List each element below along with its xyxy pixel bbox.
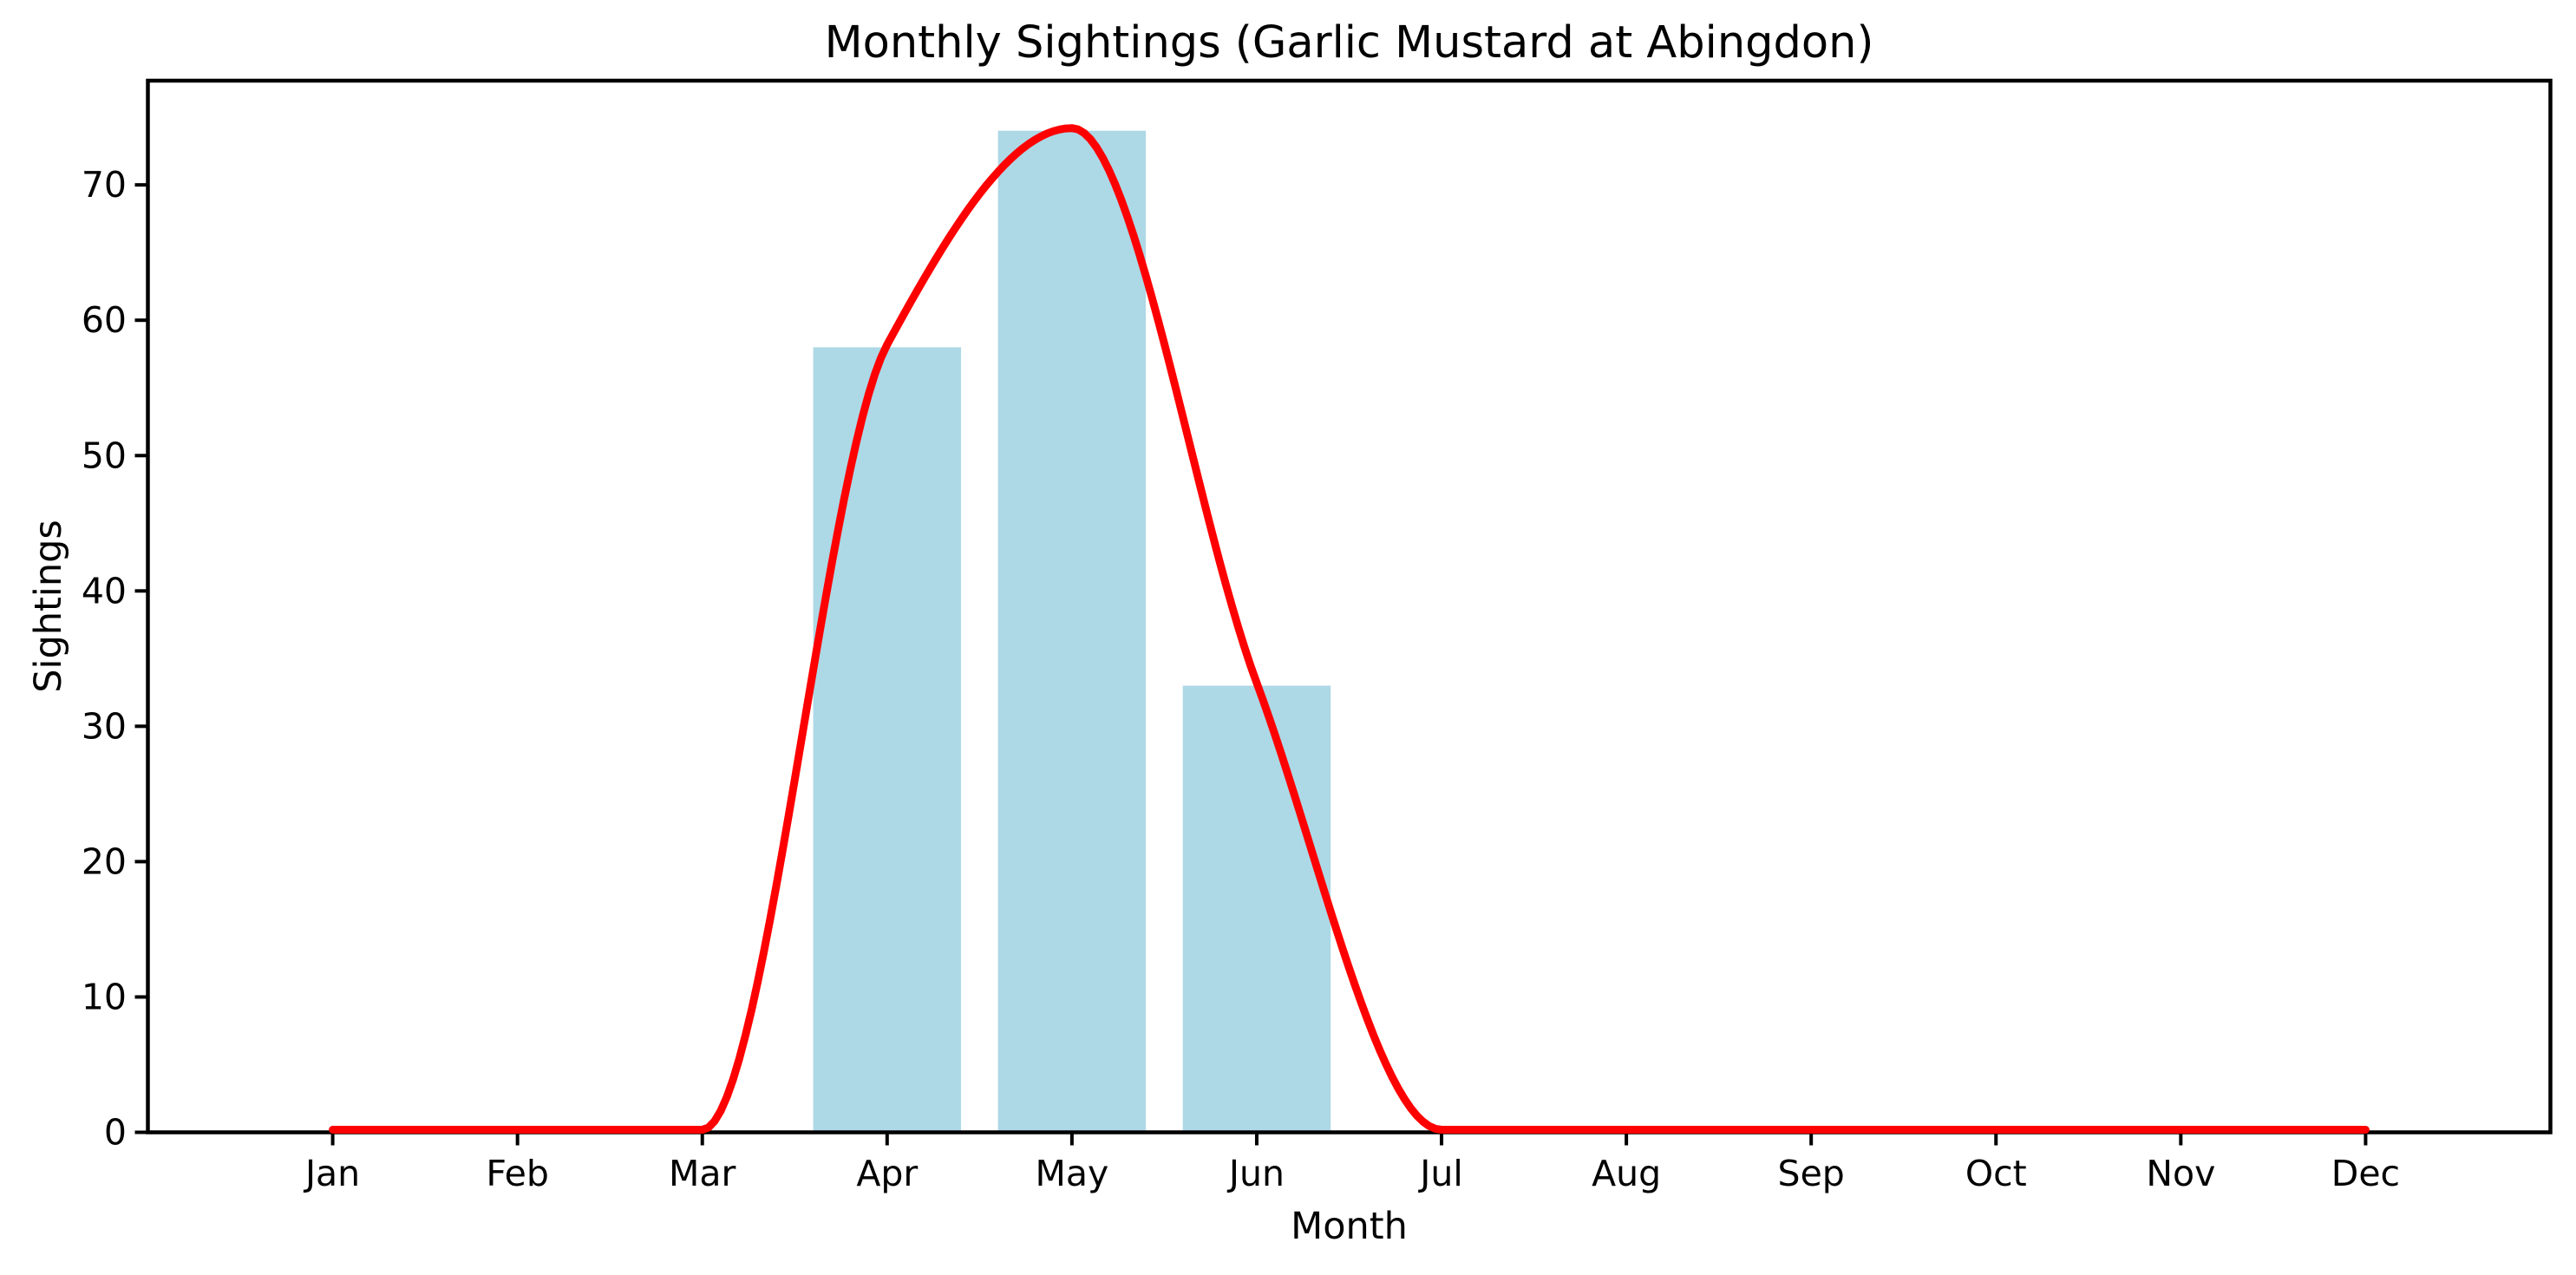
- y-tick-label-50: 50: [82, 435, 127, 476]
- labels-layer: Monthly Sightings (Garlic Mustard at Abi…: [27, 17, 1873, 1248]
- chart-title: Monthly Sightings (Garlic Mustard at Abi…: [825, 17, 1874, 69]
- bars-layer: [813, 130, 1331, 1133]
- x-tick-label-may: May: [1036, 1153, 1109, 1194]
- x-tick-label-dec: Dec: [2331, 1153, 2400, 1194]
- y-tick-label-0: 0: [104, 1112, 127, 1154]
- x-tick-label-oct: Oct: [1965, 1153, 2027, 1194]
- x-tick-label-feb: Feb: [486, 1153, 549, 1194]
- bar-apr: [813, 347, 962, 1133]
- x-tick-label-jun: Jun: [1226, 1153, 1285, 1194]
- ticks-layer: Jan Feb Mar Apr May Jun Jul Aug Sep Oct Nov Dec 0 10 2…: [82, 164, 2400, 1194]
- axes-layer: [146, 78, 2553, 1134]
- x-tick-label-sep: Sep: [1778, 1153, 1845, 1194]
- x-axis-label: Month: [1291, 1205, 1408, 1248]
- y-tick-label-70: 70: [82, 164, 127, 206]
- y-tick-label-10: 10: [82, 976, 127, 1017]
- y-tick-label-60: 60: [82, 299, 127, 341]
- y-tick-label-40: 40: [82, 570, 127, 611]
- curve-layer: [329, 124, 2370, 1134]
- y-tick-label-20: 20: [82, 840, 127, 882]
- x-tick-label-nov: Nov: [2146, 1153, 2215, 1194]
- x-tick-label-jul: Jul: [1417, 1153, 1462, 1194]
- y-tick-label-30: 30: [82, 705, 127, 747]
- x-tick-label-jan: Jan: [303, 1153, 360, 1194]
- bar-may: [997, 130, 1147, 1133]
- x-tick-label-aug: Aug: [1592, 1153, 1661, 1194]
- trend-line: [329, 124, 2370, 1134]
- y-axis-label: Sightings: [27, 520, 70, 693]
- plot-frame: [146, 78, 2553, 1134]
- x-tick-label-apr: Apr: [856, 1153, 918, 1194]
- bar-jun: [1182, 685, 1331, 1133]
- x-tick-label-mar: Mar: [669, 1153, 736, 1194]
